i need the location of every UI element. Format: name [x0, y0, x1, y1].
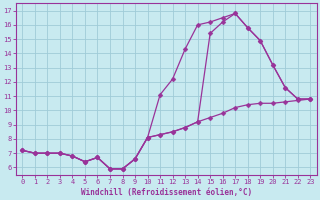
X-axis label: Windchill (Refroidissement éolien,°C): Windchill (Refroidissement éolien,°C): [81, 188, 252, 197]
